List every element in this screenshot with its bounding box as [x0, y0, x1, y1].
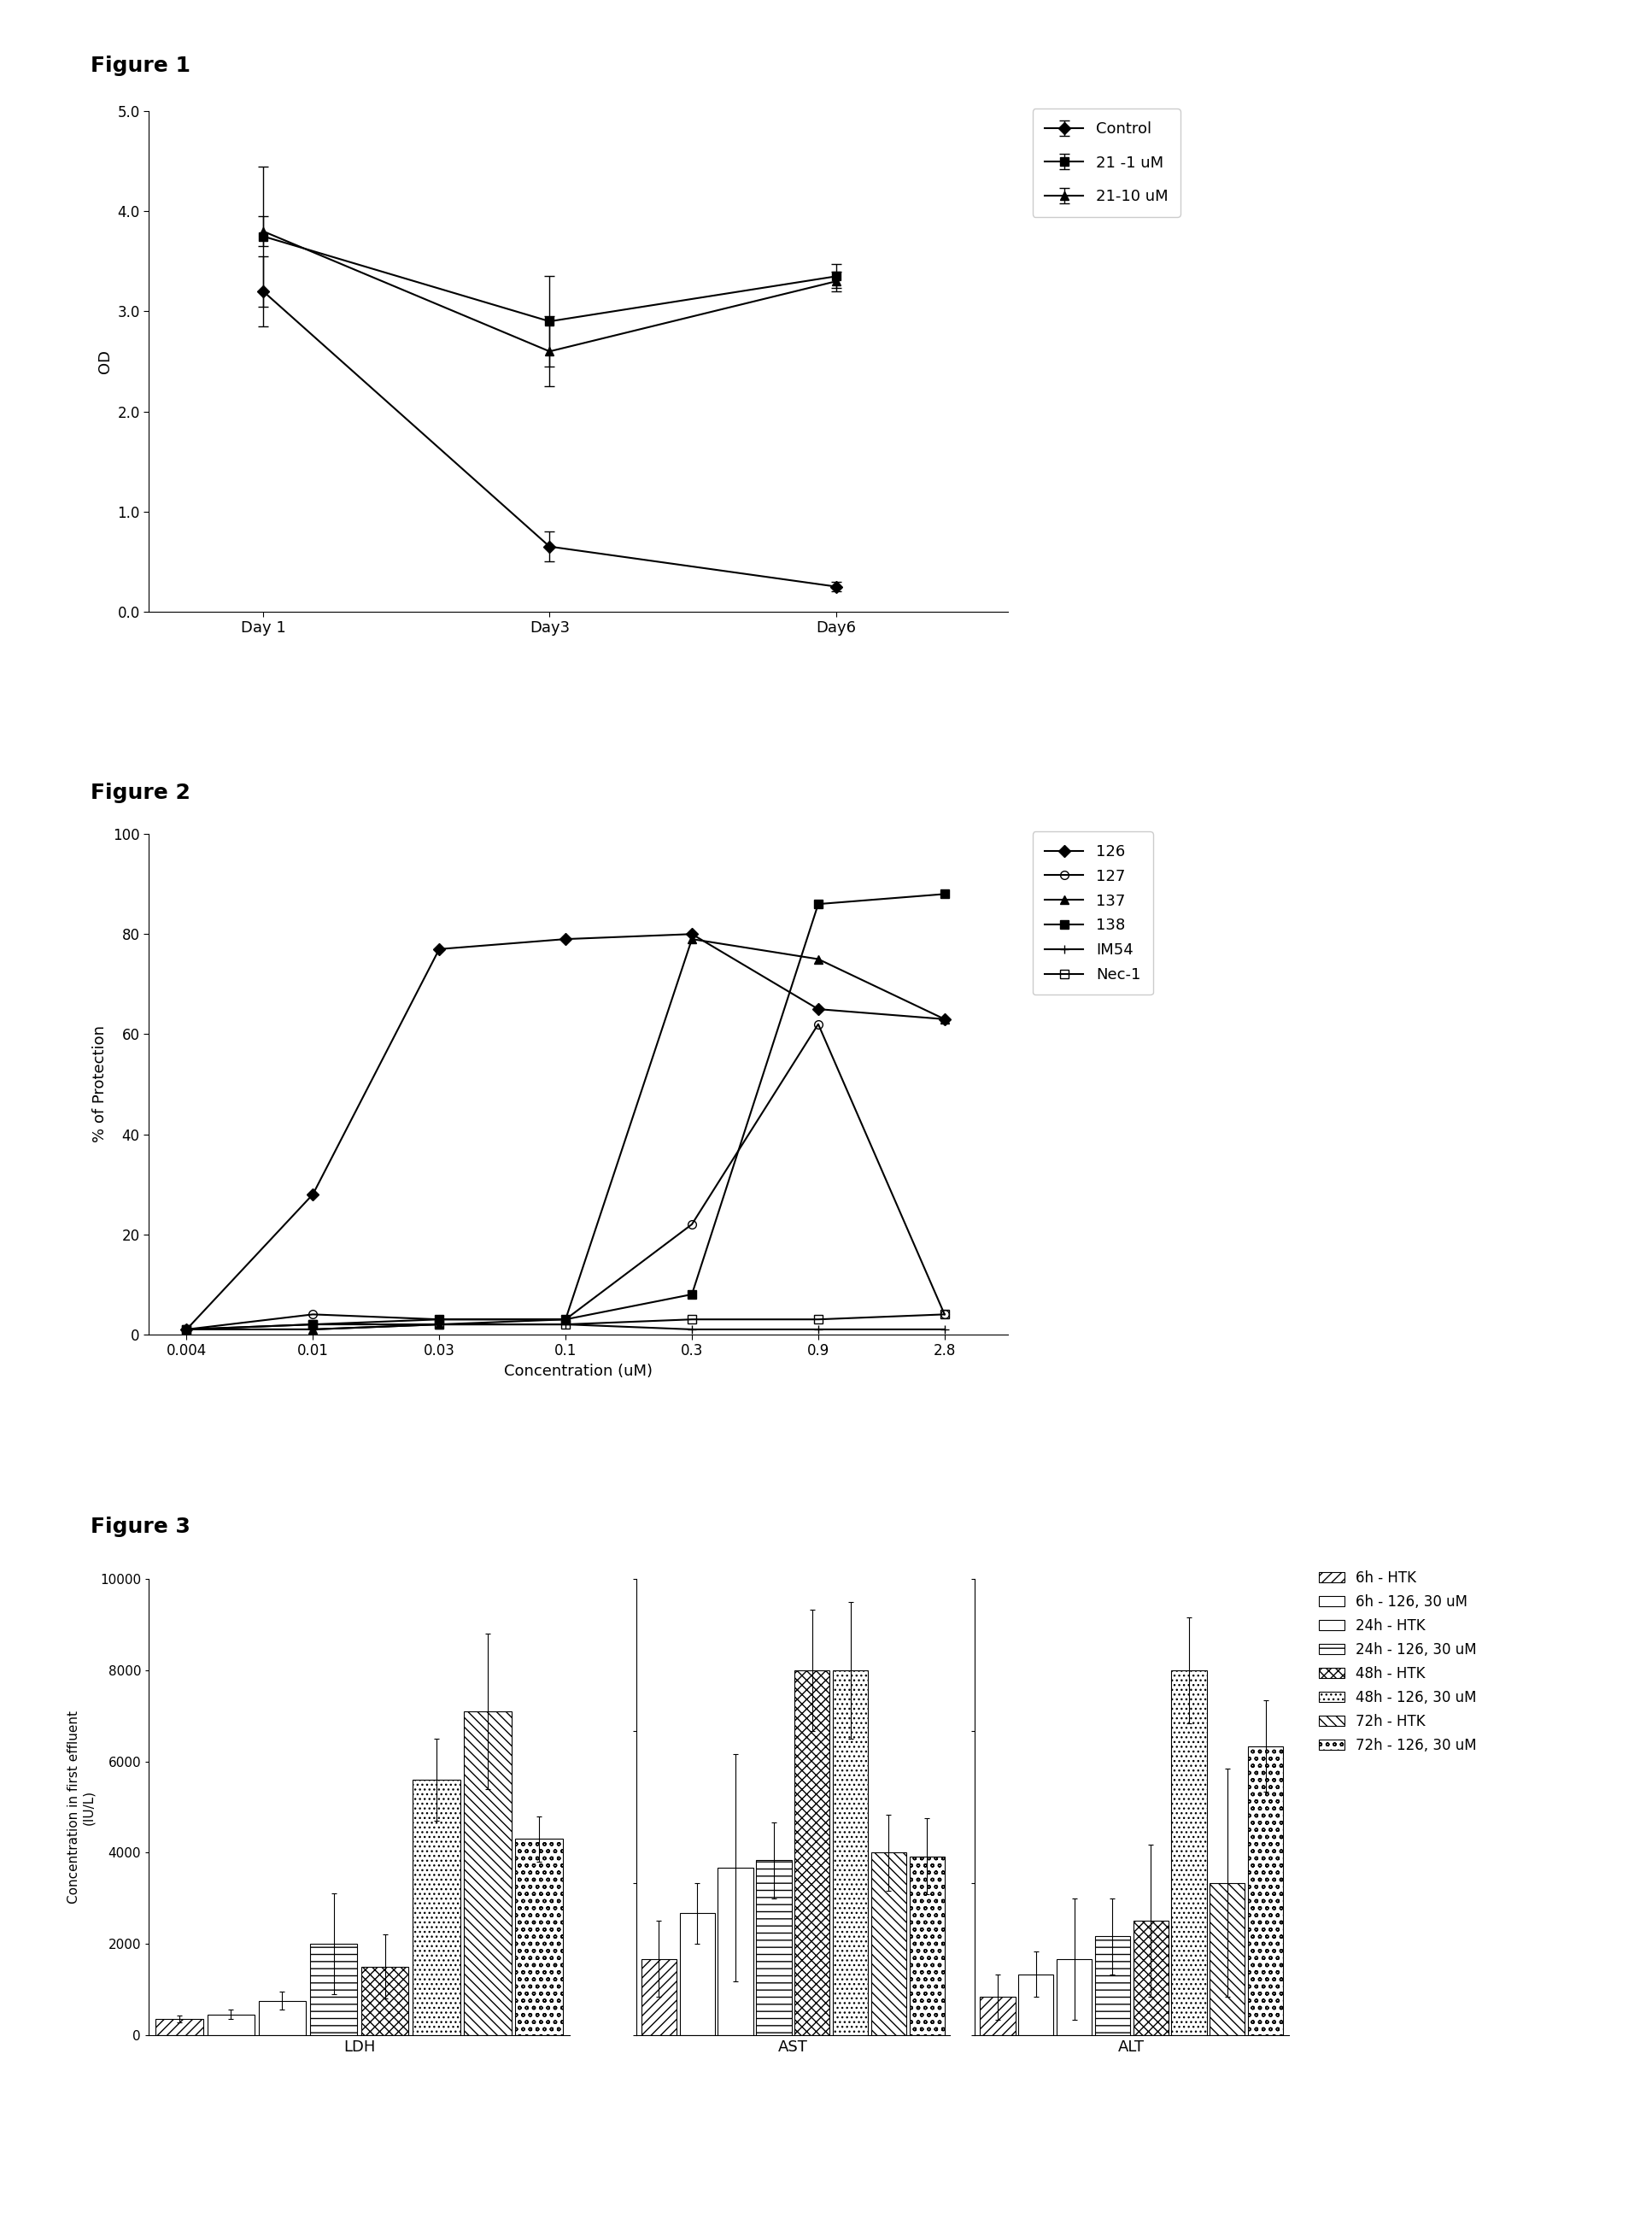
137	[808, 945, 828, 972]
Bar	[1171, 1670, 1206, 2035]
Nec-1	[808, 1305, 828, 1332]
Bar	[515, 1839, 563, 2035]
137	[555, 1305, 575, 1332]
138	[302, 1310, 322, 1337]
Bar	[413, 1779, 459, 2035]
Nec-1	[302, 1310, 322, 1337]
IM54	[177, 1317, 197, 1343]
Bar	[206, 2015, 254, 2035]
Bar	[1247, 1746, 1284, 2035]
138	[682, 1281, 702, 1308]
Bar	[980, 1997, 1016, 2035]
Bar	[833, 1670, 867, 2035]
137	[430, 1310, 449, 1337]
Bar	[311, 1944, 357, 2035]
X-axis label: Concentration (uM): Concentration (uM)	[504, 1363, 653, 1379]
Y-axis label: Concentration in first effluent
(IU/L): Concentration in first effluent (IU/L)	[68, 1710, 96, 1904]
Bar	[1057, 1959, 1092, 2035]
127	[555, 1305, 575, 1332]
Bar	[679, 1913, 715, 2035]
Y-axis label: OD: OD	[97, 349, 112, 374]
IM54	[555, 1310, 575, 1337]
137	[935, 1005, 955, 1032]
Nec-1	[555, 1310, 575, 1337]
Line: IM54: IM54	[182, 1321, 948, 1334]
Line: 127: 127	[182, 1021, 948, 1334]
138	[935, 881, 955, 907]
Line: 126: 126	[182, 930, 948, 1334]
Bar	[795, 1670, 829, 2035]
Bar	[362, 1966, 408, 2035]
Bar	[757, 1859, 791, 2035]
127	[935, 1301, 955, 1328]
IM54	[808, 1317, 828, 1343]
126	[177, 1317, 197, 1343]
Line: 137: 137	[182, 934, 948, 1334]
126	[935, 1005, 955, 1032]
Nec-1	[682, 1305, 702, 1332]
Line: Nec-1: Nec-1	[182, 1310, 948, 1334]
Bar	[641, 1959, 677, 2035]
IM54	[682, 1317, 702, 1343]
127	[682, 1210, 702, 1237]
Bar	[1133, 1922, 1168, 2035]
Legend: 126, 127, 137, 138, IM54, Nec-1: 126, 127, 137, 138, IM54, Nec-1	[1032, 832, 1153, 994]
Bar	[1018, 1975, 1054, 2035]
Bar	[155, 2019, 203, 2035]
IM54	[302, 1317, 322, 1343]
Bar	[909, 1857, 945, 2035]
Bar	[464, 1710, 512, 2035]
Text: Figure 3: Figure 3	[91, 1517, 190, 1537]
Bar	[1209, 1884, 1246, 2035]
Legend: Control, 21 -1 uM, 21-10 uM: Control, 21 -1 uM, 21-10 uM	[1032, 109, 1181, 216]
138	[430, 1305, 449, 1332]
126	[808, 996, 828, 1023]
Y-axis label: % of Protection: % of Protection	[93, 1025, 107, 1143]
127	[302, 1301, 322, 1328]
Bar	[871, 1853, 907, 2035]
127	[430, 1305, 449, 1332]
126	[555, 925, 575, 952]
IM54	[935, 1317, 955, 1343]
Bar	[259, 2002, 306, 2035]
Nec-1	[935, 1301, 955, 1328]
137	[177, 1317, 197, 1343]
IM54	[430, 1310, 449, 1337]
127	[177, 1317, 197, 1343]
137	[302, 1317, 322, 1343]
137	[682, 925, 702, 952]
Bar	[1095, 1937, 1130, 2035]
126	[682, 921, 702, 947]
138	[177, 1317, 197, 1343]
Bar	[719, 1868, 753, 2035]
127	[808, 1010, 828, 1036]
138	[808, 890, 828, 916]
Text: Figure 1: Figure 1	[91, 56, 190, 76]
Line: 138: 138	[182, 890, 948, 1334]
126	[430, 936, 449, 963]
Legend: 6h - HTK, 6h - 126, 30 uM, 24h - HTK, 24h - 126, 30 uM, 48h - HTK, 48h - 126, 30: 6h - HTK, 6h - 126, 30 uM, 24h - HTK, 24…	[1312, 1563, 1483, 1761]
Text: Figure 2: Figure 2	[91, 783, 190, 803]
138	[555, 1305, 575, 1332]
Nec-1	[177, 1317, 197, 1343]
Nec-1	[430, 1310, 449, 1337]
126	[302, 1181, 322, 1208]
